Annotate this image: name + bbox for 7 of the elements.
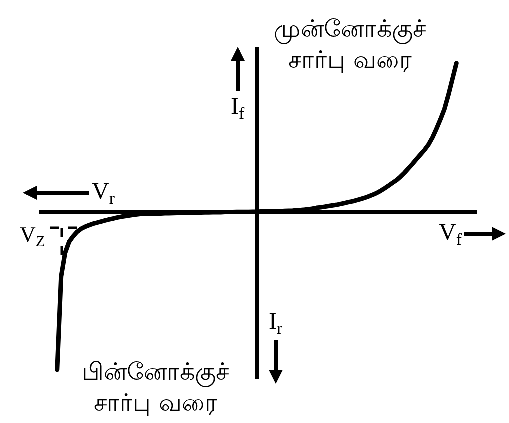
annotation: I$_{r}$ — [269, 309, 283, 338]
x-axis-title: V$_{f}$ — [439, 220, 462, 250]
y-axis-title: I$_{f}$ — [231, 94, 245, 124]
annotation: பின்னோக்குச் சார்பு வரை — [82, 358, 229, 418]
annotation: V$_{r}$ — [92, 179, 116, 208]
annotation: முன்னோக்குச் சார்பு வரை — [274, 15, 426, 74]
text: V$_{Z}$ — [20, 222, 46, 251]
